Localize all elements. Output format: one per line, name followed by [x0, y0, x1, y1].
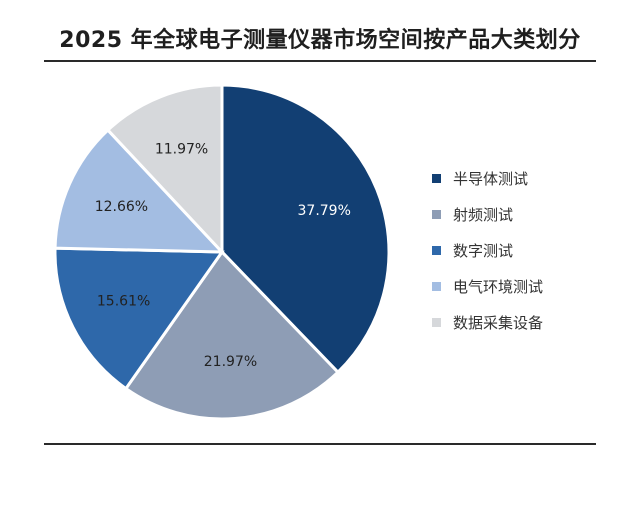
legend-swatch-3: [432, 245, 441, 255]
legend-label-1: 半导体测试: [453, 169, 529, 188]
slice-label-3: 15.61%: [97, 294, 150, 310]
legend-label-3: 数字测试: [453, 241, 514, 260]
legend-label-2: 射频测试: [453, 205, 514, 224]
legend-item-3: 数字测试: [432, 232, 543, 268]
chart-title: 2025 年全球电子测量仪器市场空间按产品大类划分: [59, 28, 581, 53]
pie-slice-3: [53, 246, 225, 391]
legend-swatch-2: [432, 209, 441, 219]
legend-label-5: 数据采集设备: [453, 313, 544, 332]
legend: 半导体测试射频测试数字测试电气环境测试 数据采集设备: [432, 160, 543, 340]
slice-label-1: 37.79%: [298, 203, 351, 219]
bottom-divider: [44, 443, 596, 445]
legend-item-1: 半导体测试: [432, 160, 543, 196]
slice-label-5: 11.97%: [155, 141, 208, 157]
pie-slice-5: [105, 83, 224, 256]
slice-label-2: 21.97%: [204, 354, 257, 370]
legend-item-2: 射频测试: [432, 196, 543, 232]
legend-label-4: 电气环境测试: [453, 277, 544, 296]
pie-slice-4: [53, 127, 226, 254]
legend-swatch-1: [432, 173, 441, 183]
legend-item-5: 数据采集设备: [432, 304, 543, 340]
slice-label-4: 12.66%: [95, 199, 148, 215]
legend-item-4: 电气环境测试: [432, 268, 543, 304]
pie-slice-2: [123, 249, 341, 421]
legend-swatch-4: [432, 281, 441, 291]
legend-swatch-5: [432, 317, 441, 327]
top-divider: [44, 60, 596, 62]
pie-slice-1: [220, 83, 391, 375]
